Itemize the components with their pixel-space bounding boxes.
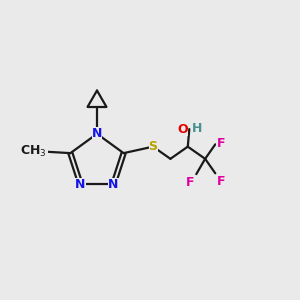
Text: CH$_3$: CH$_3$ — [20, 144, 46, 159]
Text: O: O — [177, 123, 188, 136]
Text: H: H — [192, 122, 203, 135]
Text: F: F — [217, 137, 225, 150]
Text: S: S — [148, 140, 158, 153]
Text: 3: 3 — [38, 151, 44, 160]
Text: N: N — [92, 127, 102, 140]
Text: CH: CH — [24, 145, 44, 158]
Text: methyl: methyl — [46, 150, 51, 152]
Text: N: N — [108, 178, 118, 191]
Text: N: N — [75, 178, 86, 191]
Text: F: F — [217, 175, 225, 188]
Text: F: F — [186, 176, 195, 189]
Text: methyl: methyl — [39, 151, 44, 152]
